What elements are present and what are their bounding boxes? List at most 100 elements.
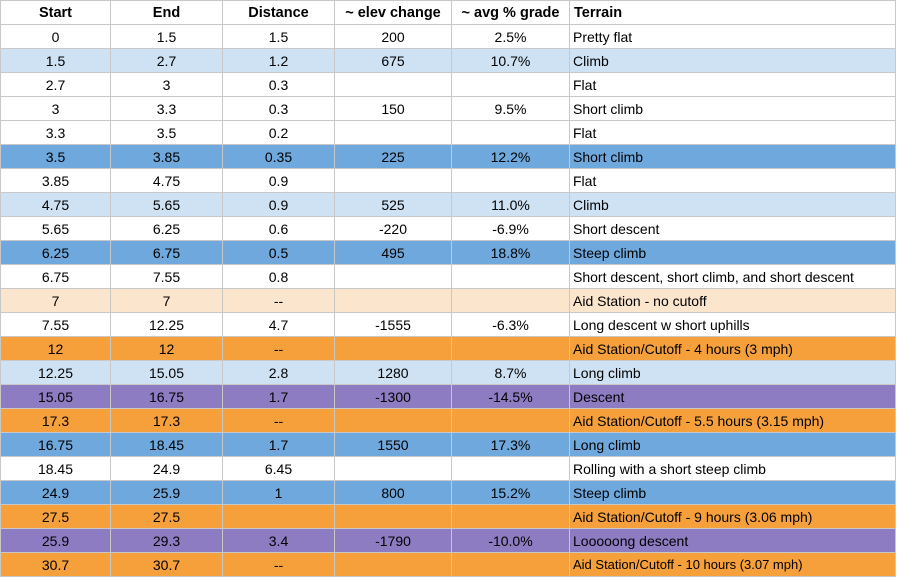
table-row: 4.75 5.65 0.9 525 11.0% Climb bbox=[0, 192, 896, 217]
cell-end: 7 bbox=[110, 288, 223, 313]
table-row: 17.3 17.3 -- Aid Station/Cutoff - 5.5 hours… bbox=[0, 408, 896, 433]
cell-distance bbox=[222, 504, 335, 529]
cell-terrain: Long climb bbox=[569, 360, 896, 385]
cell-distance: 1.5 bbox=[222, 24, 335, 49]
cell-elev-change bbox=[334, 336, 452, 361]
cell-start: 3.5 bbox=[0, 144, 111, 169]
table-row: 3.5 3.85 0.35 225 12.2% Short climb bbox=[0, 144, 896, 169]
cell-avg-grade bbox=[451, 456, 570, 481]
cell-avg-grade bbox=[451, 504, 570, 529]
cell-terrain: Steep climb bbox=[569, 240, 896, 265]
cell-elev-change bbox=[334, 288, 452, 313]
cell-terrain: Aid Station/Cutoff - 9 hours (3.06 mph) bbox=[569, 504, 896, 529]
cell-terrain: Steep climb bbox=[569, 480, 896, 505]
cell-avg-grade: 11.0% bbox=[451, 192, 570, 217]
cell-avg-grade: -14.5% bbox=[451, 384, 570, 409]
cell-start: 6.25 bbox=[0, 240, 111, 265]
cell-avg-grade bbox=[451, 72, 570, 97]
cell-start: 16.75 bbox=[0, 432, 111, 457]
cell-end: 3.5 bbox=[110, 120, 223, 145]
cell-distance: -- bbox=[222, 288, 335, 313]
cell-distance: 4.7 bbox=[222, 312, 335, 337]
cell-end: 3.3 bbox=[110, 96, 223, 121]
cell-start: 5.65 bbox=[0, 216, 111, 241]
table-row: 30.7 30.7 -- Aid Station/Cutoff - 10 hours … bbox=[0, 552, 896, 577]
cell-avg-grade: 8.7% bbox=[451, 360, 570, 385]
cell-avg-grade bbox=[451, 264, 570, 289]
table-row: 3 3.3 0.3 150 9.5% Short climb bbox=[0, 96, 896, 121]
table-row: 7 7 -- Aid Station - no cutoff bbox=[0, 288, 896, 313]
cell-terrain: Looooong descent bbox=[569, 528, 896, 553]
cell-end: 6.75 bbox=[110, 240, 223, 265]
cell-terrain: Flat bbox=[569, 72, 896, 97]
cell-end: 1.5 bbox=[110, 24, 223, 49]
table-row: 2.7 3 0.3 Flat bbox=[0, 72, 896, 97]
cell-distance: 1.7 bbox=[222, 384, 335, 409]
table-row: 24.9 25.9 1 800 15.2% Steep climb bbox=[0, 480, 896, 505]
cell-elev-change bbox=[334, 456, 452, 481]
cell-elev-change bbox=[334, 408, 452, 433]
cell-distance: 0.3 bbox=[222, 72, 335, 97]
cell-end: 4.75 bbox=[110, 168, 223, 193]
cell-elev-change: 525 bbox=[334, 192, 452, 217]
cell-avg-grade: 12.2% bbox=[451, 144, 570, 169]
cell-terrain: Aid Station/Cutoff - 5.5 hours (3.15 mph… bbox=[569, 408, 896, 433]
cell-distance: -- bbox=[222, 408, 335, 433]
cell-distance: 1.2 bbox=[222, 48, 335, 73]
cell-elev-change: -1555 bbox=[334, 312, 452, 337]
cell-start: 7 bbox=[0, 288, 111, 313]
cell-avg-grade: 2.5% bbox=[451, 24, 570, 49]
cell-terrain: Aid Station/Cutoff - 10 hours (3.07 mph) bbox=[569, 552, 896, 577]
cell-start: 2.7 bbox=[0, 72, 111, 97]
cell-terrain: Pretty flat bbox=[569, 24, 896, 49]
cell-distance: 0.9 bbox=[222, 168, 335, 193]
cell-avg-grade: 9.5% bbox=[451, 96, 570, 121]
cell-terrain: Aid Station/Cutoff - 4 hours (3 mph) bbox=[569, 336, 896, 361]
cell-distance: -- bbox=[222, 552, 335, 577]
cell-end: 12.25 bbox=[110, 312, 223, 337]
table-row: 12 12 -- Aid Station/Cutoff - 4 hours (3 mp… bbox=[0, 336, 896, 361]
cell-elev-change: 1550 bbox=[334, 432, 452, 457]
header-elev-change: ~ elev change bbox=[334, 0, 452, 25]
cell-start: 1.5 bbox=[0, 48, 111, 73]
cell-end: 3 bbox=[110, 72, 223, 97]
cell-elev-change bbox=[334, 120, 452, 145]
cell-terrain: Short descent bbox=[569, 216, 896, 241]
table-row: 6.75 7.55 0.8 Short descent, short climb, a… bbox=[0, 264, 896, 289]
cell-elev-change bbox=[334, 552, 452, 577]
cell-avg-grade bbox=[451, 408, 570, 433]
cell-start: 15.05 bbox=[0, 384, 111, 409]
table-row: 15.05 16.75 1.7 -1300 -14.5% Descent bbox=[0, 384, 896, 409]
cell-end: 27.5 bbox=[110, 504, 223, 529]
cell-start: 12.25 bbox=[0, 360, 111, 385]
cell-distance: 0.8 bbox=[222, 264, 335, 289]
cell-elev-change bbox=[334, 168, 452, 193]
table-row: 12.25 15.05 2.8 1280 8.7% Long climb bbox=[0, 360, 896, 385]
cell-elev-change: 675 bbox=[334, 48, 452, 73]
cell-start: 7.55 bbox=[0, 312, 111, 337]
cell-end: 24.9 bbox=[110, 456, 223, 481]
cell-start: 3.85 bbox=[0, 168, 111, 193]
table-row: 3.85 4.75 0.9 Flat bbox=[0, 168, 896, 193]
cell-distance: 0.6 bbox=[222, 216, 335, 241]
cell-avg-grade: -6.3% bbox=[451, 312, 570, 337]
cell-distance: 3.4 bbox=[222, 528, 335, 553]
cell-terrain: Climb bbox=[569, 48, 896, 73]
cell-distance: 6.45 bbox=[222, 456, 335, 481]
cell-start: 12 bbox=[0, 336, 111, 361]
cell-start: 25.9 bbox=[0, 528, 111, 553]
cell-distance: 1 bbox=[222, 480, 335, 505]
cell-distance: 0.9 bbox=[222, 192, 335, 217]
cell-terrain: Short descent, short climb, and short de… bbox=[569, 264, 896, 289]
header-start: Start bbox=[0, 0, 111, 25]
cell-start: 24.9 bbox=[0, 480, 111, 505]
cell-start: 0 bbox=[0, 24, 111, 49]
table-row: 0 1.5 1.5 200 2.5% Pretty flat bbox=[0, 24, 896, 49]
cell-end: 5.65 bbox=[110, 192, 223, 217]
cell-avg-grade: 15.2% bbox=[451, 480, 570, 505]
cell-terrain: Long descent w short uphills bbox=[569, 312, 896, 337]
cell-elev-change bbox=[334, 72, 452, 97]
cell-avg-grade bbox=[451, 168, 570, 193]
cell-distance: 2.8 bbox=[222, 360, 335, 385]
cell-terrain: Rolling with a short steep climb bbox=[569, 456, 896, 481]
